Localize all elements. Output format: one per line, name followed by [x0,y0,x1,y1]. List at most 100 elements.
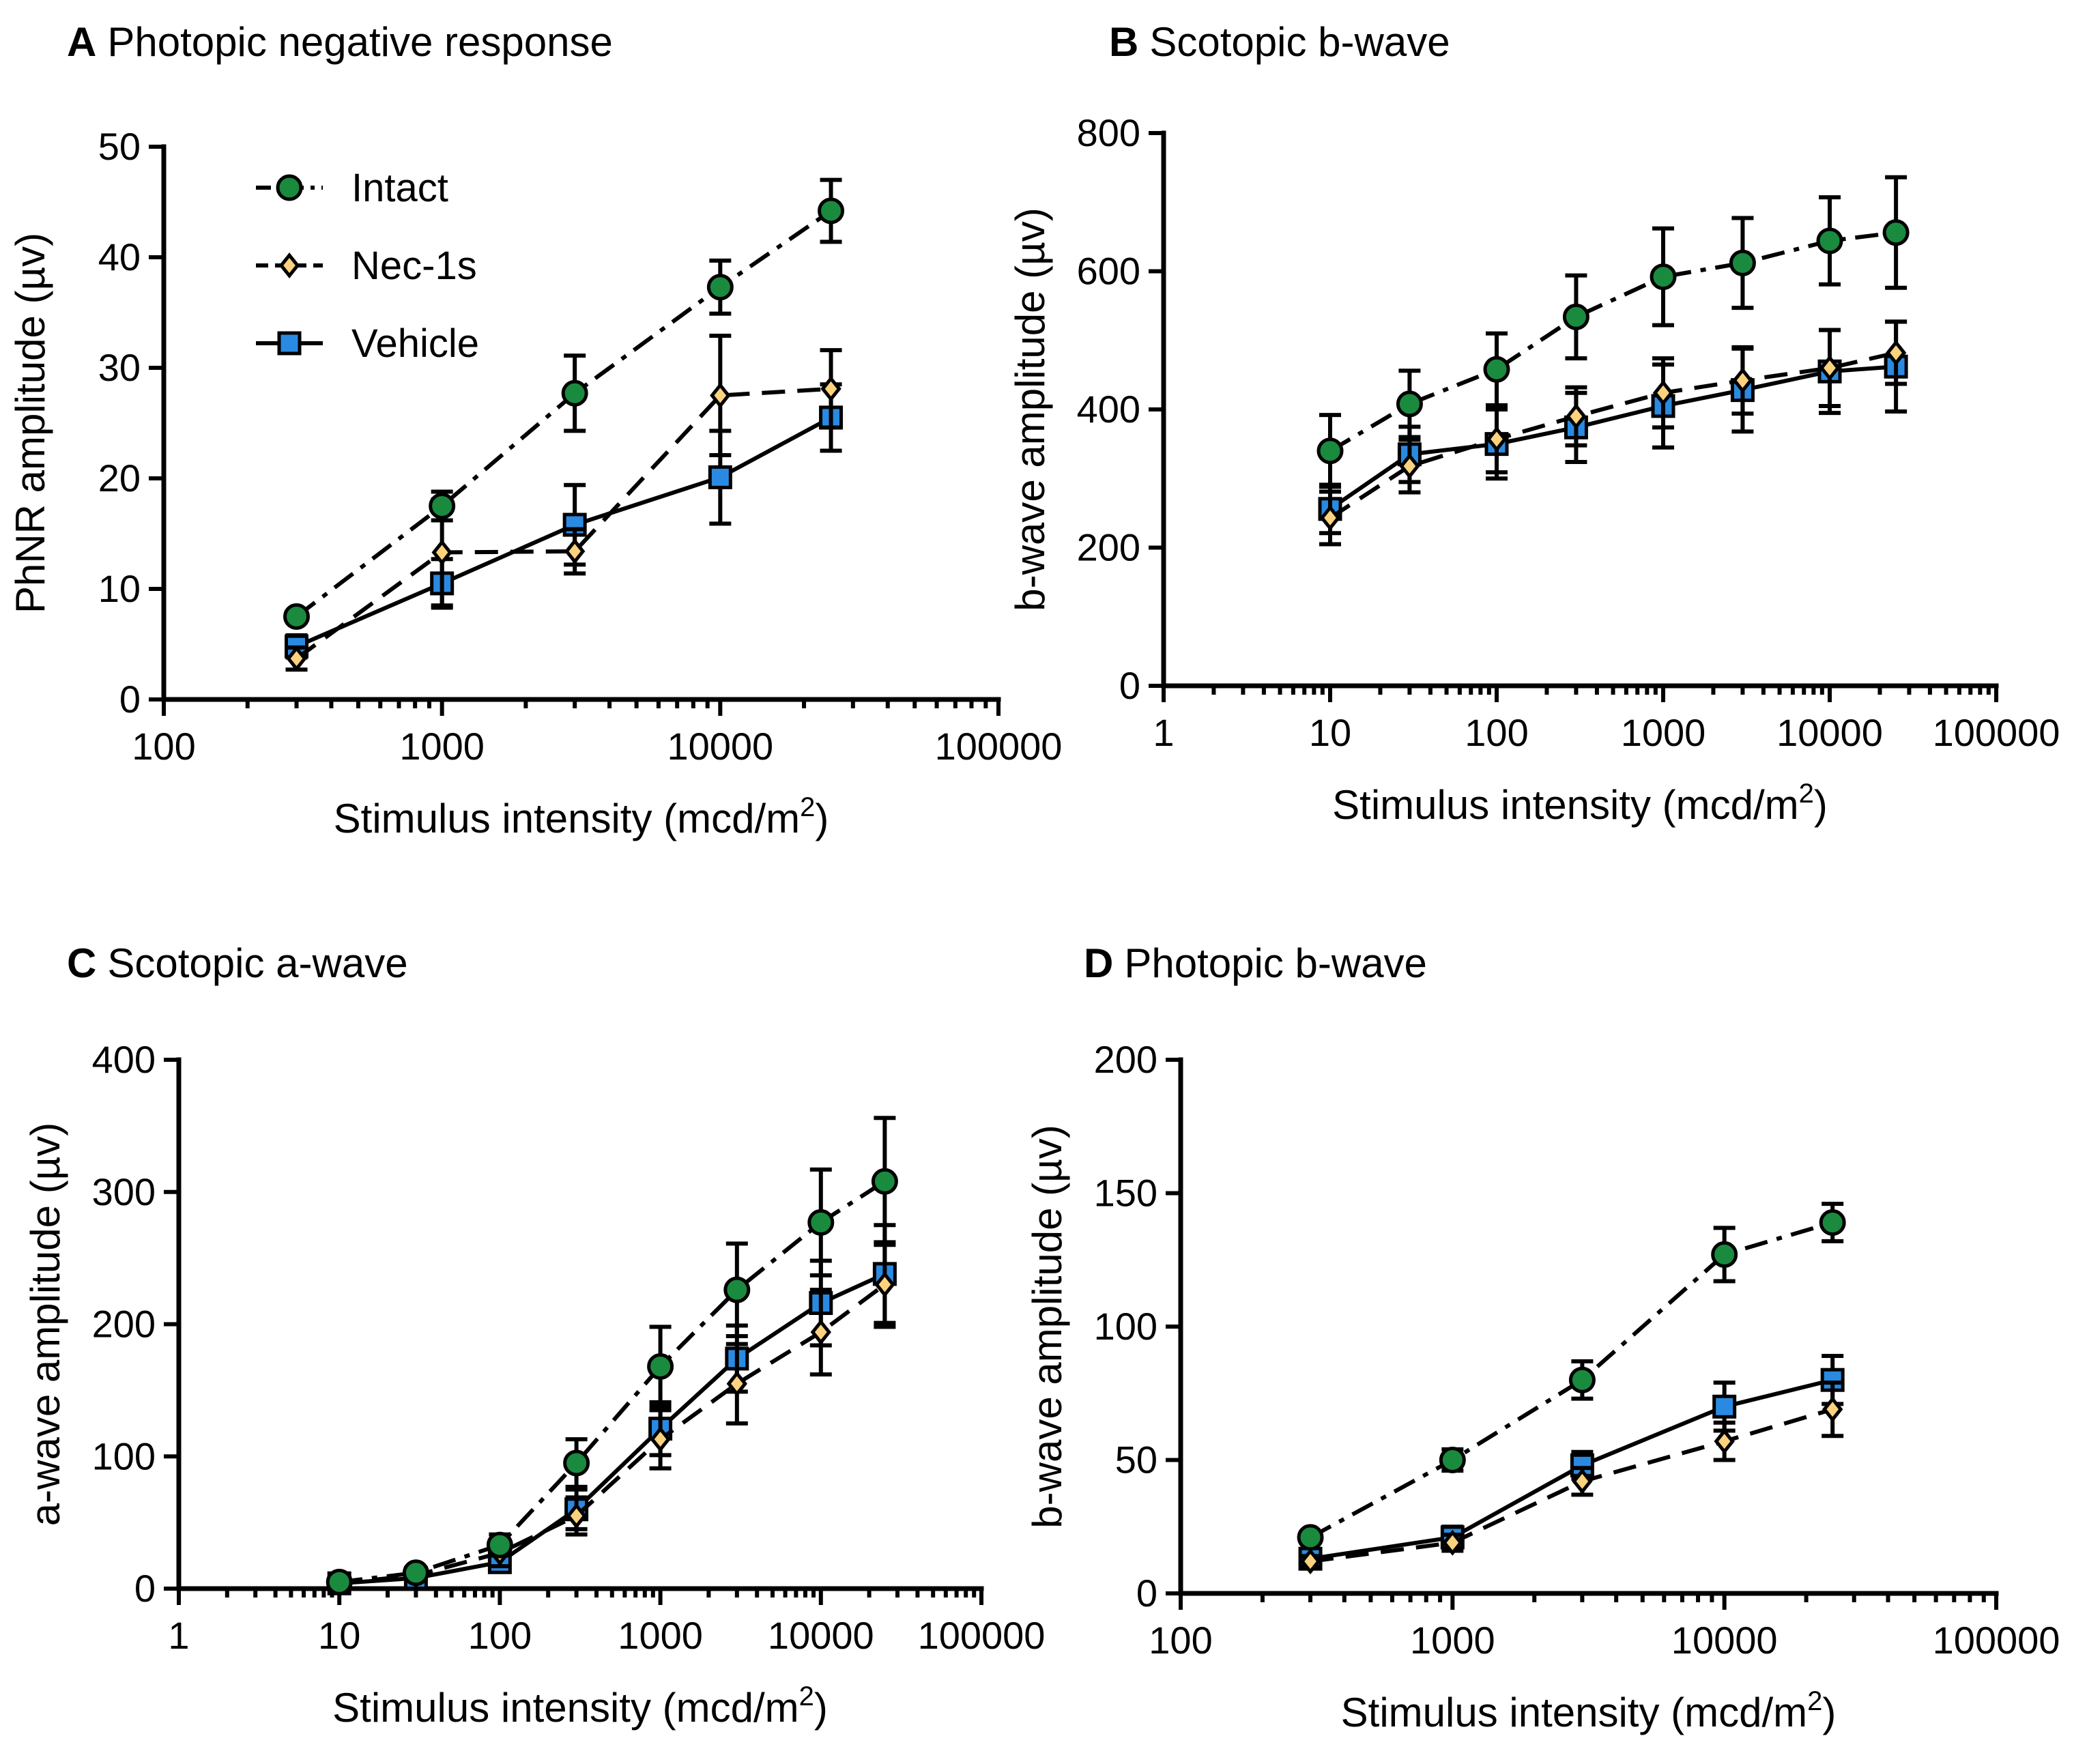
y-tick-label: 100 [92,1434,156,1477]
data-point-diamond [1299,1548,1321,1575]
x-tick-label: 10000 [1671,1619,1778,1662]
series-intact [283,177,845,630]
y-tick-label: 40 [98,235,141,278]
data-point-circle [807,1209,835,1236]
panel-title-text: Scotopic a-wave [107,940,407,986]
series-line [339,1282,887,1586]
x-tick-label: 1000 [1410,1619,1495,1662]
x-tick-label: 100000 [935,725,1063,768]
legend-item-intact: Intact [256,166,448,210]
data-point-circle [1562,303,1589,330]
data-point-circle [429,493,456,519]
panel-letter: A [67,19,96,65]
x-tick-label: 100 [1149,1619,1212,1662]
series-line [1329,364,1897,511]
panel-title: B Scotopic b-wave [1109,19,1450,65]
data-point-diamond [726,1370,748,1397]
data-point-circle [563,1449,590,1477]
y-tick-label: 30 [98,346,141,389]
y-tick-label: 800 [1077,111,1140,154]
data-point-circle [1819,1209,1846,1237]
x-tick-label: 1 [1153,711,1174,754]
data-point-square [1712,1394,1737,1419]
series-vehicle [285,382,844,660]
y-tick-label: 400 [92,1038,156,1081]
y-axis-label: PhNR amplitude (µv) [8,233,53,613]
legend-marker-circle [276,174,303,201]
data-point-circle [561,379,588,407]
series-intact [1316,175,1910,489]
x-tick-label: 100000 [918,1614,1046,1657]
y-tick-label: 10 [98,567,141,610]
data-point-diamond [1819,355,1841,381]
data-point-circle [723,1276,751,1303]
series-vehicle [327,1223,897,1595]
legend: Intact Nec-1s Vehicle [256,166,479,366]
y-tick-label: 0 [119,678,141,721]
data-point-circle [1316,437,1344,465]
x-tick-label: 1000 [399,725,485,768]
data-point-circle [1729,249,1756,276]
data-point-circle [402,1559,429,1587]
data-point-diamond [810,1319,832,1346]
x-tick-label: 10000 [1776,711,1883,754]
x-axis-label-sup: 2 [799,1681,814,1711]
legend-label: Nec-1s [351,244,477,288]
y-tick-label: 20 [98,457,141,500]
data-point-circle [1882,219,1910,246]
legend-item-nec-1s: Nec-1s [256,244,477,288]
data-point-diamond [566,1503,587,1529]
x-axis-label-sup: 2 [1799,779,1814,809]
panel-title: D Photopic b-wave [1084,940,1427,986]
panel-title: C Scotopic a-wave [67,940,408,986]
x-tick-label: 100000 [1933,711,2060,754]
x-axis-label-sup: 2 [800,792,815,822]
legend-marker-diamond [278,252,300,279]
x-tick-label: 1000 [618,1614,703,1657]
data-point-circle [1711,1241,1738,1268]
y-tick-label: 50 [98,125,141,168]
data-point-diamond [874,1271,895,1298]
data-point-circle [647,1353,674,1380]
y-tick-label: 200 [1077,526,1140,569]
x-tick-label: 100 [1465,711,1528,754]
x-tick-label: 1 [168,1614,189,1657]
panel-letter: B [1109,19,1138,65]
data-point-circle [1568,1366,1596,1393]
y-tick-label: 150 [1094,1172,1157,1215]
x-tick-label: 10000 [667,725,773,768]
y-tick-label: 0 [134,1567,156,1610]
chart-panel-c: C Scotopic a-wave 0 100 200 300 400 1 10 100 1000 1… [23,940,1045,1731]
series-intact [326,1116,898,1595]
legend-label: Vehicle [351,321,479,366]
data-point-diamond [1319,504,1341,531]
x-axis-label-end: ) [1822,1690,1836,1735]
data-point-circle [326,1568,353,1595]
chart-panel-d: D Photopic b-wave 0 50 100 150 200 100 1000 10000… [1024,940,2060,1735]
y-tick-label: 600 [1077,250,1140,293]
x-axis-label: Stimulus intensity (mcd/m2) [1341,1686,1837,1735]
y-axis-label: b-wave amplitude (µv) [1007,207,1053,611]
data-point-diamond [1732,367,1753,394]
data-point-diamond [286,646,307,672]
data-point-diamond [1885,339,1907,366]
x-axis-label-main: Stimulus intensity (mcd/m [1341,1690,1808,1735]
panel-title-text: Photopic negative response [107,19,613,65]
x-axis-label-end: ) [814,1685,828,1731]
data-point-diamond [431,539,452,566]
series-line [1329,230,1897,453]
panel-title: A Photopic negative response [67,19,613,65]
series-line [1310,1407,1834,1564]
x-tick-label: 100 [468,1614,532,1657]
y-tick-label: 200 [92,1303,156,1346]
data-point-circle [706,274,734,301]
series-line [1329,351,1897,520]
data-point-circle [1396,390,1423,418]
y-tick-label: 0 [1119,664,1140,707]
data-point-diamond [1572,1468,1593,1494]
x-tick-label: 1000 [1621,711,1706,754]
y-axis-label: a-wave amplitude (µv) [23,1123,68,1526]
data-point-square [708,465,732,489]
data-point-circle [486,1531,513,1559]
